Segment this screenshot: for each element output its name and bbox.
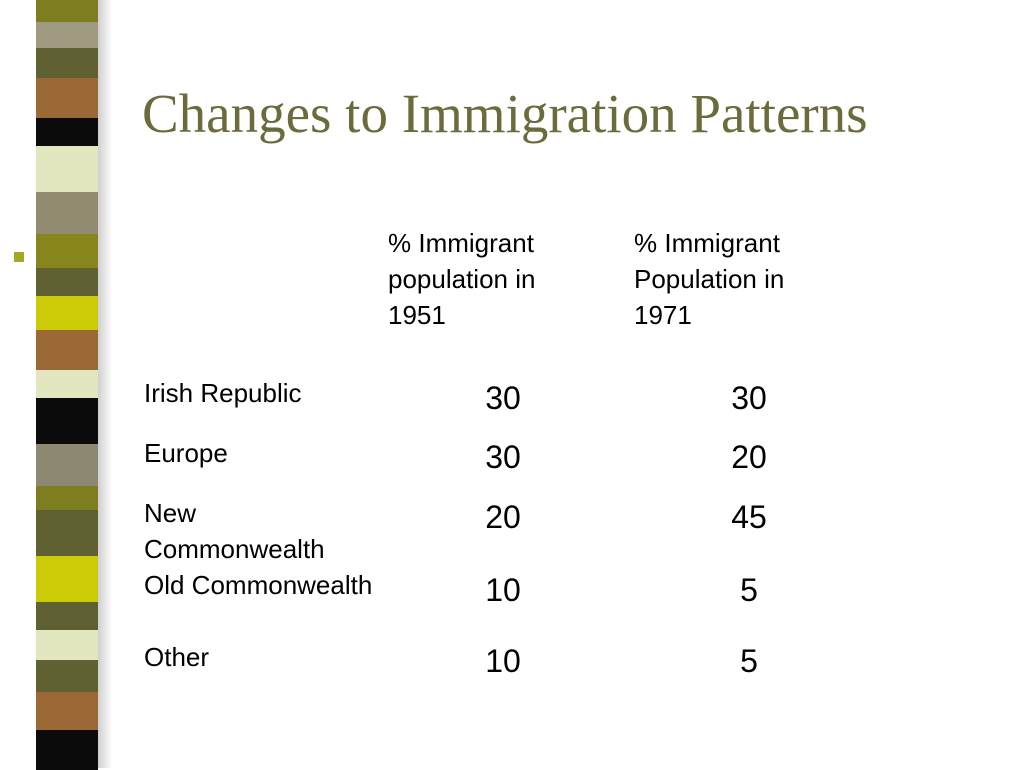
stripe — [36, 330, 98, 370]
stripe — [36, 78, 98, 118]
stripe — [36, 118, 98, 146]
cell-old-commonwealth-1971: 5 — [740, 572, 758, 608]
cell-irish-republic-1971: 30 — [731, 380, 767, 416]
row-label-irish-republic: Irish Republic — [144, 378, 302, 408]
cell-other-1951: 10 — [485, 643, 521, 679]
stripe — [36, 556, 98, 602]
stripe — [36, 510, 98, 556]
stripe — [36, 268, 98, 296]
stripe — [36, 486, 98, 510]
stripe — [36, 660, 98, 692]
stripe — [36, 370, 98, 398]
stripe — [36, 296, 98, 330]
stripe — [36, 146, 98, 192]
stripe — [36, 444, 98, 486]
stripe — [36, 48, 98, 78]
cell-new-commonwealth-1951: 20 — [485, 499, 521, 535]
stripe — [36, 22, 98, 48]
column-header-1951: % Immigrant population in 1951 — [388, 228, 536, 330]
row-label-new-commonwealth: New Commonwealth — [144, 498, 325, 564]
cell-old-commonwealth-1951: 10 — [485, 572, 521, 608]
stripe — [36, 234, 98, 268]
stripe — [36, 630, 98, 660]
stripe — [36, 192, 98, 234]
square-bullet-icon — [14, 252, 24, 262]
decorative-stripe-bar — [36, 0, 98, 770]
column-header-1971: % Immigrant Population in 1971 — [634, 228, 785, 330]
stripe — [36, 0, 98, 22]
slide-title: Changes to Immigration Patterns — [142, 83, 868, 144]
cell-europe-1971: 20 — [731, 439, 767, 475]
cell-europe-1951: 30 — [485, 439, 521, 475]
row-label-old-commonwealth: Old Commonwealth — [144, 570, 373, 600]
row-label-europe: Europe — [144, 438, 228, 468]
stripe — [36, 398, 98, 444]
cell-other-1971: 5 — [740, 643, 758, 679]
stripe — [36, 602, 98, 630]
stripe — [36, 692, 98, 730]
row-label-other: Other — [144, 642, 210, 672]
cell-irish-republic-1951: 30 — [485, 380, 521, 416]
cell-new-commonwealth-1971: 45 — [731, 499, 767, 535]
stripe-shadow — [98, 0, 112, 768]
stripe — [36, 730, 98, 770]
